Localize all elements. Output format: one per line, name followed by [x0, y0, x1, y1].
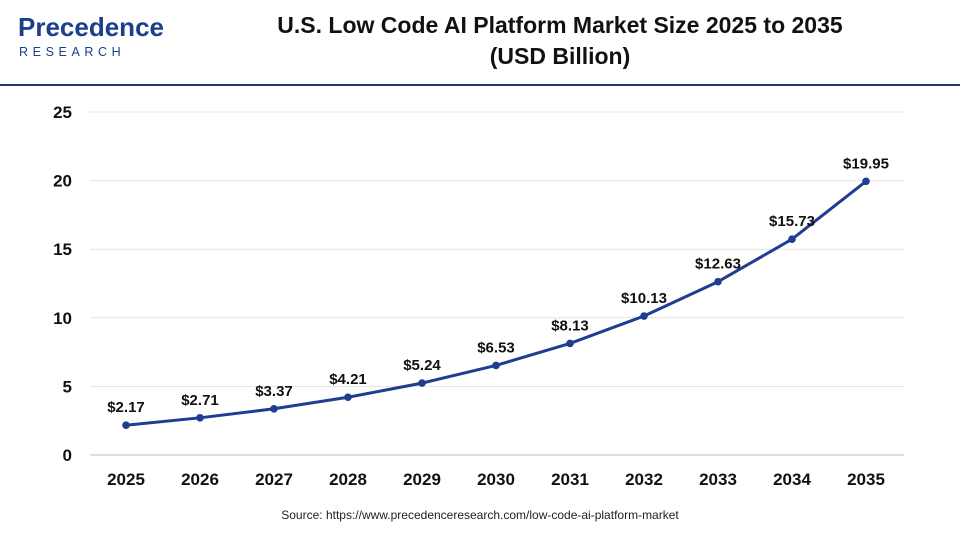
chart-title-line-2: (USD Billion)	[489, 43, 631, 69]
data-point	[270, 404, 278, 413]
data-label: $10.13	[621, 290, 667, 307]
x-tick-label: 2025	[107, 470, 145, 489]
x-tick-label: 2031	[551, 470, 589, 489]
logo-wordmark: Precedence	[18, 12, 164, 42]
data-label: $4.21	[329, 371, 367, 388]
x-tick-label: 2035	[847, 470, 885, 489]
x-tick-label: 2034	[773, 470, 811, 489]
data-point	[714, 277, 722, 286]
data-label: $12.63	[695, 256, 741, 273]
data-point	[862, 177, 870, 186]
data-label: $2.17	[107, 399, 145, 416]
series-line	[124, 179, 868, 427]
y-tick-label: 0	[63, 446, 72, 465]
x-tick-label: 2028	[329, 470, 367, 489]
data-point	[566, 339, 574, 348]
data-label: $3.37	[255, 383, 293, 400]
data-label: $15.73	[769, 213, 815, 230]
x-tick-label: 2026	[181, 470, 219, 489]
source-note: Source: https://www.precedenceresearch.c…	[0, 508, 960, 522]
x-tick-label: 2032	[625, 470, 663, 489]
data-label: $19.95	[843, 155, 889, 172]
data-label: $8.13	[551, 317, 589, 334]
data-point	[788, 235, 796, 243]
data-point	[344, 393, 352, 402]
y-tick-label: 20	[53, 172, 72, 191]
data-label: $2.71	[181, 392, 219, 409]
source-text: Source: https://www.precedenceresearch.c…	[281, 508, 679, 522]
data-point	[122, 421, 130, 430]
header: Precedence RESEARCH U.S. Low Code AI Pla…	[0, 0, 960, 84]
data-point	[640, 312, 648, 320]
data-label: $5.24	[403, 357, 441, 374]
data-point	[492, 361, 500, 370]
y-tick-label: 15	[53, 240, 72, 259]
chart-title-line-1: U.S. Low Code AI Platform Market Size 20…	[277, 12, 843, 38]
data-label: $6.53	[477, 339, 515, 356]
y-tick-label: 25	[53, 103, 72, 122]
x-tick-label: 2030	[477, 470, 515, 489]
y-tick-label: 10	[53, 309, 72, 328]
data-point	[418, 379, 426, 387]
x-tick-label: 2029	[403, 470, 441, 489]
brand-logo: Precedence RESEARCH	[18, 12, 168, 66]
x-tick-label: 2033	[699, 470, 737, 489]
x-tick-label: 2027	[255, 470, 293, 489]
header-divider	[0, 84, 960, 86]
chart-title: U.S. Low Code AI Platform Market Size 20…	[230, 10, 890, 72]
data-point	[196, 414, 204, 422]
y-tick-label: 5	[63, 377, 72, 396]
logo-subtitle: RESEARCH	[19, 45, 126, 59]
